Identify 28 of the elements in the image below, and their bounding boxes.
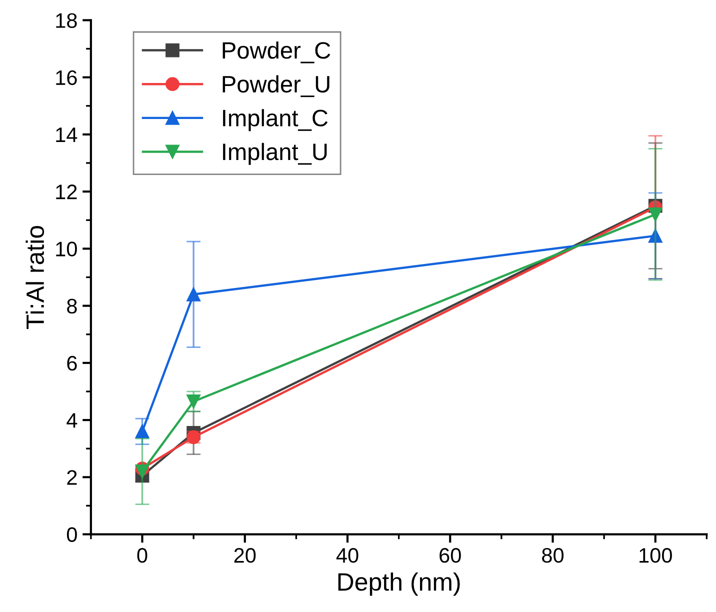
point bbox=[648, 207, 662, 222]
x-tick-label: 0 bbox=[137, 548, 148, 563]
point bbox=[135, 424, 150, 438]
y-tick-label: 2 bbox=[67, 470, 77, 485]
y-tick-label: 12 bbox=[56, 184, 77, 200]
legend-label: Implant_C bbox=[223, 109, 328, 132]
point bbox=[186, 394, 201, 408]
x-tick-label: 80 bbox=[542, 548, 564, 563]
x-tick-label: 20 bbox=[234, 548, 256, 563]
y-axis-title: Ti:Al ratio bbox=[26, 226, 44, 329]
legend-label: Powder_C bbox=[222, 41, 330, 64]
x-axis-title: Depth (nm) bbox=[338, 572, 460, 596]
y-tick-label: 4 bbox=[66, 413, 78, 428]
y-tick-label: 16 bbox=[56, 70, 77, 86]
y-tick-label: 14 bbox=[56, 128, 78, 142]
y-tick-label: 0 bbox=[66, 527, 77, 542]
y-tick-label: 8 bbox=[67, 298, 77, 314]
point bbox=[648, 228, 662, 243]
y-tick-label: 6 bbox=[67, 356, 77, 371]
legend-label: Powder_U bbox=[222, 75, 330, 98]
x-tick-label: 40 bbox=[336, 548, 358, 563]
point bbox=[186, 287, 201, 302]
y-tick-label: 18 bbox=[56, 13, 77, 28]
x-tick-label: 60 bbox=[440, 548, 461, 563]
y-tick-label: 10 bbox=[56, 242, 77, 256]
x-tick-label: 100 bbox=[640, 548, 672, 563]
point bbox=[135, 464, 150, 478]
legend-label: Implant_U bbox=[223, 142, 327, 165]
